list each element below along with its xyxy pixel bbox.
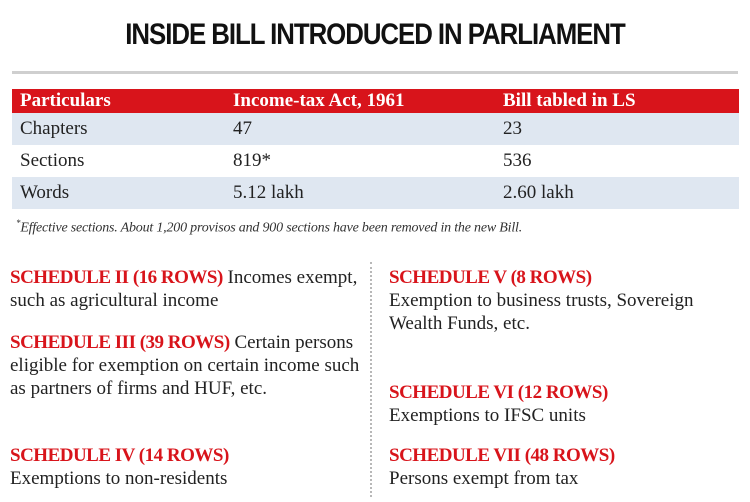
schedule-v: SCHEDULE V (8 ROWS) Exemption to busines… — [389, 266, 744, 335]
cell-bill-sections: 536 — [495, 145, 739, 177]
schedule-vii-heading: SCHEDULE VII (48 ROWS) — [389, 445, 615, 466]
schedule-v-heading: SCHEDULE V (8 ROWS) — [389, 267, 592, 288]
header-income-tax-act: Income-tax Act, 1961 — [225, 89, 495, 113]
table-row: Sections 819* 536 — [12, 145, 739, 177]
schedule-ii-heading: SCHEDULE II (16 ROWS) — [10, 267, 223, 288]
schedule-ii: SCHEDULE II (16 ROWS) Incomes exempt, su… — [10, 266, 365, 312]
header-bill-tabled: Bill tabled in LS — [495, 89, 739, 113]
cell-bill-chapters: 23 — [495, 113, 739, 145]
row-label-sections: Sections — [12, 145, 225, 177]
cell-act-chapters: 47 — [225, 113, 495, 145]
schedule-iii-text: Certain persons eligible for exemption o… — [10, 332, 360, 399]
cell-act-sections: 819* — [225, 145, 495, 177]
schedule-v-text: Exemption to business trusts, Sovereign … — [389, 290, 694, 334]
header-particulars: Particulars — [12, 89, 225, 113]
row-label-words: Words — [12, 177, 225, 209]
footnote-marker: * — [16, 218, 21, 228]
schedule-vi-text: Exemptions to IFSC units — [389, 405, 586, 426]
schedule-vii-text: Persons exempt from tax — [389, 468, 579, 489]
footnote-text: Effective sections. About 1,200 provisos… — [20, 220, 523, 236]
comparison-table: Particulars Income-tax Act, 1961 Bill ta… — [12, 89, 739, 209]
schedule-iii: SCHEDULE III (39 ROWS) Certain persons e… — [10, 331, 365, 400]
schedule-iv: SCHEDULE IV (14 ROWS) Exemptions to non-… — [10, 444, 365, 490]
schedule-vii: SCHEDULE VII (48 ROWS) Persons exempt fr… — [389, 444, 744, 490]
schedule-vi: SCHEDULE VI (12 ROWS) Exemptions to IFSC… — [389, 381, 744, 427]
row-label-chapters: Chapters — [12, 113, 225, 145]
table-row: Chapters 47 23 — [12, 113, 739, 145]
cell-bill-words: 2.60 lakh — [495, 177, 739, 209]
footnote: *Effective sections. About 1,200 proviso… — [16, 218, 522, 237]
table-row: Words 5.12 lakh 2.60 lakh — [12, 177, 739, 209]
schedule-ii-text: Incomes exempt, such as agricultural inc… — [10, 267, 358, 311]
title-divider — [12, 71, 738, 74]
schedule-iii-heading: SCHEDULE III (39 ROWS) — [10, 332, 230, 353]
table-header-row: Particulars Income-tax Act, 1961 Bill ta… — [12, 89, 739, 113]
schedule-iv-heading: SCHEDULE IV (14 ROWS) — [10, 445, 229, 466]
schedule-vi-heading: SCHEDULE VI (12 ROWS) — [389, 382, 608, 403]
schedule-iv-text: Exemptions to non-residents — [10, 468, 228, 489]
page-title: INSIDE BILL INTRODUCED IN PARLIAMENT — [125, 18, 625, 51]
column-divider — [370, 262, 372, 497]
cell-act-words: 5.12 lakh — [225, 177, 495, 209]
